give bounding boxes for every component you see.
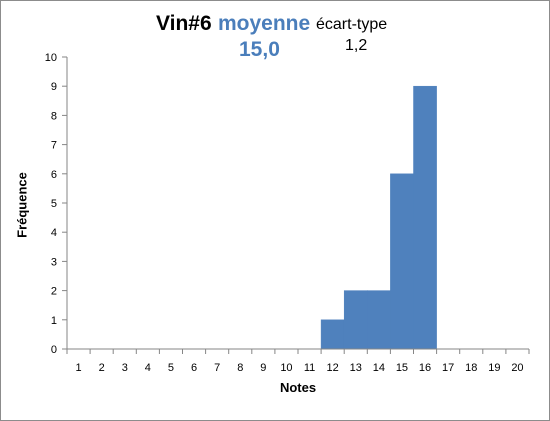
y-tick-label: 1 [51,315,57,327]
y-tick-label: 2 [51,286,57,298]
x-tick-label: 1 [75,362,81,374]
bar-12 [320,319,345,350]
x-tick-label: 12 [327,362,339,374]
y-axis-label: Fréquence [14,172,30,238]
x-tick-label: 2 [99,362,105,374]
axes-group [62,56,530,354]
chart-title-mean-value: 15,0 [239,38,280,61]
y-tick-label: 0 [51,344,57,356]
y-tick-label: 5 [51,198,57,210]
chart-title-mean-label: moyenne [218,12,311,35]
y-tick-label: 9 [51,81,57,93]
chart-title-sd-value: 1,2 [345,37,368,54]
chart-title-sd-label: écart-type [316,16,388,33]
x-tick-label: 10 [280,362,292,374]
y-tick-label: 3 [51,256,57,268]
x-axis-label: Notes [279,380,317,395]
y-tick-label: 8 [51,110,57,122]
x-tick-label: 3 [122,362,128,374]
y-tick-label: 6 [51,169,57,181]
x-tick-label: 16 [419,362,431,374]
x-tick-label: 7 [214,362,220,374]
y-tick-label: 10 [45,52,57,64]
bar-16 [413,85,437,350]
y-tick-label: 7 [51,140,57,152]
bar-13 [343,290,368,350]
x-tick-label: 6 [191,362,197,374]
x-tick-label: 17 [442,362,454,374]
x-tick-label: 19 [488,362,500,374]
bar-14 [367,290,391,350]
x-tick-label: 5 [168,362,174,374]
x-tick-label: 4 [145,362,151,374]
y-tick-label: 4 [51,227,57,239]
x-tick-label: 9 [260,362,266,374]
x-tick-label: 20 [511,362,523,374]
x-tick-label: 13 [350,362,362,374]
bar-15 [390,173,414,350]
chart-title-name: Vin#6 [156,12,212,35]
x-tick-label: 14 [373,362,385,374]
x-tick-label: 15 [396,362,408,374]
x-tick-label: 8 [237,362,243,374]
x-tick-label: 11 [304,362,315,374]
x-tick-labels: 1 2 3 4 5 6 7 8 9 10 11 12 13 14 15 16 17 18 19 20 [75,362,523,374]
y-tick-labels: 0 1 2 3 4 5 6 7 8 9 10 [45,52,57,356]
x-tick-label: 18 [465,362,477,374]
bar-group [320,85,437,350]
